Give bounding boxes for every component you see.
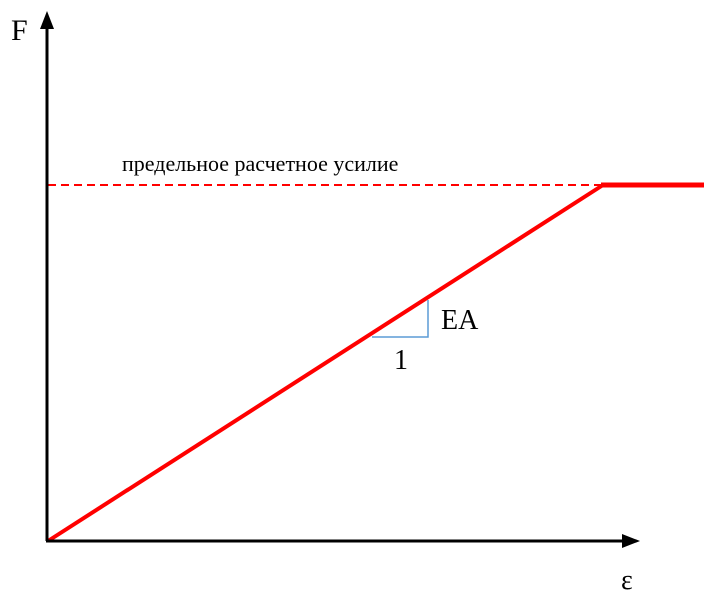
slope-triangle	[372, 300, 429, 338]
elastic-branch-line	[46, 183, 605, 543]
x-axis-arrow-icon	[622, 534, 640, 548]
y-axis-label: F	[11, 14, 28, 47]
limit-force-label: предельное расчетное усилие	[122, 151, 398, 176]
slope-run-label: 1	[394, 345, 408, 376]
y-axis-arrow-icon	[40, 11, 54, 29]
x-axis-label: ε	[621, 565, 633, 595]
slope-rise-label: EA	[441, 305, 479, 336]
